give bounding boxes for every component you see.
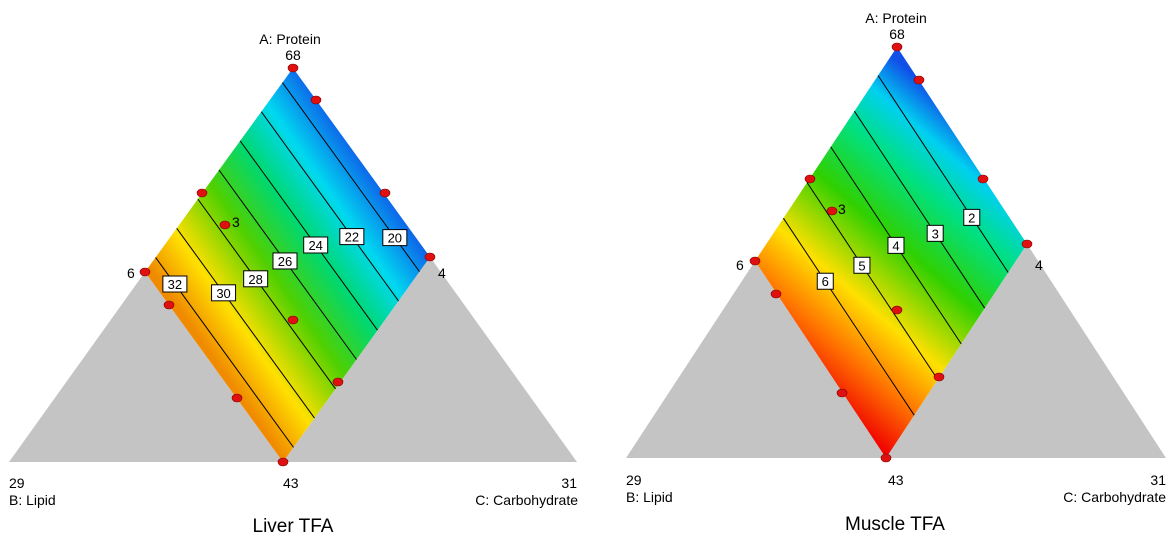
liver-design-point xyxy=(310,95,322,105)
muscle-design-point xyxy=(1021,239,1033,249)
muscle-right-mid-value: 4 xyxy=(1035,257,1043,273)
liver-centroid-label: 3 xyxy=(232,214,240,230)
muscle-contour-line-3 xyxy=(853,110,986,309)
muscle-bottom-mid-value: 43 xyxy=(888,472,904,488)
liver-design-point xyxy=(196,188,208,198)
muscle-panel: 2 3 4 5 6 A: Protein 68 6 4 3 29 B: Lipid 43… xyxy=(626,10,1166,535)
liver-design-point xyxy=(379,188,391,198)
muscle-design-point xyxy=(804,174,816,184)
liver-contour-lines xyxy=(155,82,420,448)
muscle-gray-region-left xyxy=(626,261,886,458)
liver-contour-labels: 20 22 24 26 28 30 32 xyxy=(162,228,408,302)
muscle-centroid-label: 3 xyxy=(838,201,846,217)
muscle-contour-label-box-5 xyxy=(853,256,871,274)
liver-contour-line-28 xyxy=(197,198,336,390)
liver-vertex-a-name: A: Protein xyxy=(259,31,320,47)
liver-panel: 20 22 24 26 28 30 32 A: Protein 68 6 4 3 29 B:… xyxy=(9,31,578,537)
liver-contour-label-box-30 xyxy=(211,284,237,302)
liver-contour-label-box-22 xyxy=(339,228,365,246)
muscle-vertex-a-value: 68 xyxy=(889,26,905,42)
liver-vertex-c-value: 31 xyxy=(561,475,577,491)
liver-vertex-b-name: B: Lipid xyxy=(9,492,56,508)
muscle-design-point xyxy=(891,42,903,52)
muscle-contour-label-6: 6 xyxy=(822,274,829,289)
liver-design-point xyxy=(277,457,289,467)
liver-contour-label-20: 20 xyxy=(388,231,402,246)
liver-contour-label-box-24 xyxy=(303,236,329,254)
muscle-contour-line-2 xyxy=(877,75,1009,273)
liver-contour-label-28: 28 xyxy=(248,272,262,287)
muscle-vertex-b-value: 29 xyxy=(626,472,642,488)
liver-contour-label-32: 32 xyxy=(168,277,182,292)
muscle-contour-label-3: 3 xyxy=(932,226,939,241)
liver-contour-label-22: 22 xyxy=(345,230,359,245)
muscle-design-points xyxy=(749,42,1033,463)
muscle-contour-line-6 xyxy=(782,217,915,416)
liver-design-point xyxy=(231,393,243,403)
liver-contour-label-26: 26 xyxy=(278,254,292,269)
liver-vertex-a-value: 68 xyxy=(285,47,301,63)
muscle-design-point xyxy=(891,305,903,315)
liver-contour-line-24 xyxy=(239,140,378,331)
muscle-contour-label-4: 4 xyxy=(892,238,899,253)
muscle-contour-label-box-4 xyxy=(887,236,905,254)
muscle-design-point xyxy=(749,256,761,266)
muscle-design-point xyxy=(770,289,782,299)
liver-design-point xyxy=(287,63,299,73)
muscle-contour-label-box-2 xyxy=(963,208,981,226)
liver-contour-line-22 xyxy=(260,111,399,302)
liver-design-points xyxy=(139,63,436,467)
muscle-design-point xyxy=(826,206,838,216)
liver-bottom-mid-value: 43 xyxy=(283,475,299,491)
liver-design-point xyxy=(219,220,231,230)
muscle-contour-labels: 2 3 4 5 6 xyxy=(816,208,981,290)
liver-contour-label-box-26 xyxy=(272,252,298,270)
liver-design-point xyxy=(332,377,344,387)
muscle-contour-line-5 xyxy=(806,182,939,380)
muscle-vertex-c-value: 31 xyxy=(1150,472,1166,488)
muscle-left-mid-value: 6 xyxy=(736,257,744,273)
muscle-vertex-b-name: B: Lipid xyxy=(626,489,673,505)
muscle-contour-label-5: 5 xyxy=(858,258,865,273)
liver-gray-region-right xyxy=(283,257,577,462)
liver-contour-label-box-32 xyxy=(162,275,188,293)
muscle-contour-label-2: 2 xyxy=(968,210,975,225)
liver-vertex-b-value: 29 xyxy=(9,475,25,491)
liver-gray-region-left xyxy=(9,272,283,462)
muscle-contour-label-box-6 xyxy=(816,272,834,290)
liver-design-point xyxy=(287,315,299,325)
liver-contour-label-24: 24 xyxy=(308,238,322,253)
liver-left-mid-value: 6 xyxy=(127,265,135,281)
liver-contour-label-box-20 xyxy=(382,229,408,247)
liver-right-mid-value: 4 xyxy=(438,265,446,281)
liver-chart-title: Liver TFA xyxy=(253,516,334,537)
muscle-gray-region-right xyxy=(886,244,1166,458)
liver-design-point xyxy=(163,300,175,310)
muscle-design-point xyxy=(933,372,945,382)
liver-vertex-c-name: C: Carbohydrate xyxy=(475,492,578,508)
liver-contour-label-30: 30 xyxy=(216,286,230,301)
liver-contour-line-30 xyxy=(176,227,315,419)
muscle-vertex-c-name: C: Carbohydrate xyxy=(1063,489,1166,505)
muscle-vertex-a-name: A: Protein xyxy=(865,10,926,26)
liver-design-point xyxy=(139,267,151,277)
muscle-design-point xyxy=(913,75,925,85)
liver-contour-label-box-28 xyxy=(243,270,269,288)
muscle-design-point xyxy=(977,174,989,184)
muscle-design-point xyxy=(836,388,848,398)
muscle-contour-label-box-3 xyxy=(926,224,944,242)
muscle-chart-title: Muscle TFA xyxy=(845,514,945,535)
liver-design-point xyxy=(424,252,436,262)
muscle-design-point xyxy=(880,453,892,463)
